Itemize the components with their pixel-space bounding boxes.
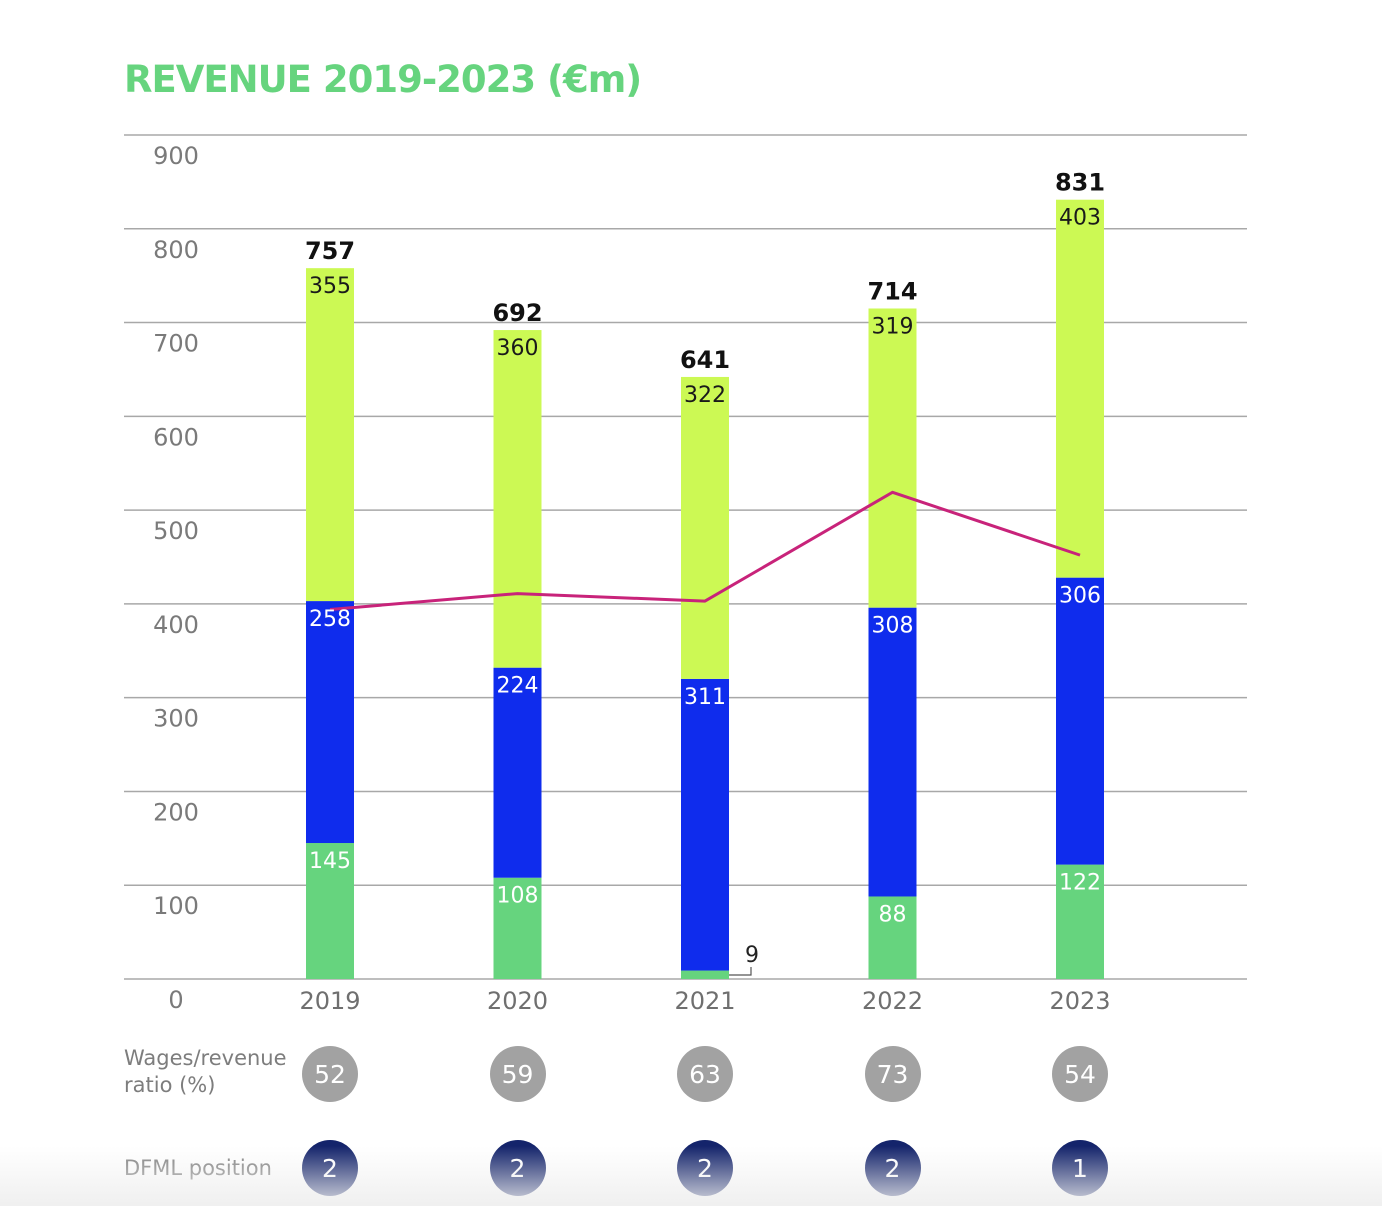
position-row-label: DFML position — [124, 1156, 272, 1180]
bar-segment-top — [1056, 199, 1104, 578]
ratio-badge: 59 — [489, 1046, 546, 1102]
total-value-label: 714 — [867, 277, 917, 305]
x-axis-ticks: 2019 2020 2021 2022 2023 — [299, 987, 1110, 1015]
segment-value-label: 355 — [309, 274, 351, 299]
y-tick-label: 100 — [153, 892, 199, 920]
position-badge: 1 — [1052, 1140, 1108, 1196]
bar-segment-top — [306, 268, 354, 602]
ratio-row-label: Wages/revenue ratio (%) — [124, 1046, 287, 1097]
ratio-badge: 52 — [302, 1046, 358, 1102]
bar-segment-top — [681, 376, 729, 679]
segment-value-label: 322 — [684, 383, 726, 408]
segment-value-label: 403 — [1059, 206, 1101, 231]
bar-segment-bottom — [868, 896, 917, 979]
bar-segment-bottom — [681, 970, 729, 979]
position-badge: 2 — [864, 1140, 921, 1196]
y-tick-label: 200 — [153, 798, 199, 826]
y-tick-label: 700 — [153, 330, 199, 358]
y-tick-label: 900 — [153, 142, 199, 170]
segment-value-label: 319 — [872, 314, 914, 339]
x-tick-label: 2022 — [862, 987, 923, 1015]
y-tick-label: 300 — [153, 705, 199, 733]
bar-labels: 145 258 355 757 108 224 360 692 9 311 322 641 88 308 3… — [305, 169, 1105, 976]
segment-value-label: 224 — [497, 674, 539, 699]
total-value-label: 692 — [492, 299, 542, 327]
total-value-label: 641 — [680, 346, 730, 374]
bar-segment-middle — [493, 667, 542, 878]
position-badge: 2 — [489, 1140, 546, 1196]
y-tick-label: 600 — [153, 423, 199, 451]
revenue-chart: 0 100 200 300 400 500 600 700 800 900 145 258 355 75… — [124, 134, 1247, 1015]
bar-segment-middle — [868, 607, 917, 897]
x-tick-label: 2020 — [487, 987, 548, 1015]
ratio-badge: 73 — [864, 1046, 921, 1102]
total-value-label: 831 — [1055, 169, 1105, 197]
bars — [306, 199, 1104, 979]
trend-line-layer — [329, 490, 1081, 612]
segment-value-label: 88 — [879, 902, 907, 927]
bar-segment-top — [868, 308, 917, 608]
bar-segment-bottom — [306, 843, 354, 979]
segment-value-label: 308 — [872, 614, 914, 639]
y-tick-label: 500 — [153, 517, 199, 545]
x-tick-label: 2021 — [674, 987, 735, 1015]
position-badge: 2 — [302, 1140, 358, 1196]
bar-segment-middle — [306, 601, 354, 844]
segment-value-label: 311 — [684, 685, 726, 710]
total-value-label: 757 — [305, 237, 355, 265]
segment-value-label: 145 — [309, 849, 351, 874]
bar-segment-middle — [681, 678, 729, 971]
bar-segment-bottom — [1056, 864, 1104, 979]
segment-value-label: 258 — [309, 607, 351, 632]
y-axis-ticks: 0 100 200 300 400 500 600 700 800 900 — [153, 142, 199, 1014]
x-tick-label: 2023 — [1049, 987, 1110, 1015]
ratio-badge: 54 — [1052, 1046, 1108, 1102]
position-badge: 2 — [677, 1140, 733, 1196]
bar-segment-bottom — [493, 877, 542, 979]
segment-value-label: 360 — [497, 336, 539, 361]
y-tick-label: 800 — [153, 236, 199, 264]
x-tick-label: 2019 — [299, 987, 360, 1015]
ratio-badge: 63 — [677, 1046, 733, 1102]
segment-value-label: 9 — [745, 943, 759, 968]
segment-value-label: 108 — [497, 884, 539, 909]
callout-line — [729, 967, 752, 976]
bar-segment-top — [493, 330, 542, 668]
bar-segment-middle — [1056, 577, 1104, 865]
segment-value-label: 122 — [1059, 871, 1101, 896]
y-tick-label: 400 — [153, 611, 199, 639]
y-tick-label: 0 — [168, 986, 183, 1014]
segment-value-label: 306 — [1059, 584, 1101, 609]
chart-title: REVENUE 2019-2023 (€m) — [124, 58, 642, 101]
